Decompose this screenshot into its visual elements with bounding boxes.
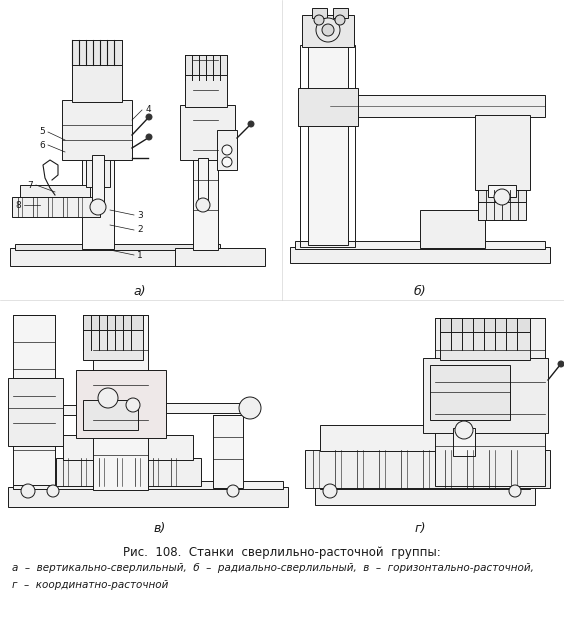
- Bar: [72, 40, 122, 102]
- Bar: [420, 210, 485, 248]
- Text: 6: 6: [39, 140, 45, 150]
- Bar: [13, 315, 55, 485]
- Bar: [175, 248, 265, 266]
- Bar: [333, 8, 348, 18]
- Circle shape: [126, 398, 140, 412]
- Bar: [305, 450, 550, 488]
- Bar: [76, 370, 166, 438]
- Bar: [20, 185, 90, 197]
- Bar: [315, 487, 535, 505]
- Circle shape: [196, 198, 210, 212]
- Circle shape: [90, 199, 106, 215]
- Bar: [453, 428, 475, 456]
- Text: 2: 2: [137, 226, 143, 234]
- Bar: [10, 248, 225, 266]
- Circle shape: [21, 484, 35, 498]
- Circle shape: [455, 421, 473, 439]
- Bar: [290, 247, 550, 263]
- Circle shape: [239, 397, 261, 419]
- Text: Рис.  108.  Станки  сверлильно-расточной  группы:: Рис. 108. Станки сверлильно-расточной гр…: [123, 546, 441, 559]
- Circle shape: [316, 18, 340, 42]
- Bar: [475, 115, 530, 190]
- Circle shape: [227, 485, 239, 497]
- Circle shape: [146, 114, 152, 120]
- Bar: [83, 400, 138, 430]
- Bar: [478, 190, 526, 202]
- Bar: [12, 197, 100, 217]
- Text: в): в): [154, 522, 166, 535]
- Bar: [82, 55, 114, 249]
- Bar: [193, 60, 218, 250]
- Circle shape: [222, 145, 232, 155]
- Bar: [63, 405, 93, 415]
- Bar: [302, 15, 354, 47]
- Bar: [92, 155, 104, 205]
- Text: г  –  координатно-расточной: г – координатно-расточной: [12, 580, 169, 590]
- Text: а  –  вертикально-сверлильный,  б  –  радиально-сверлильный,  в  –  горизонтальн: а – вертикально-сверлильный, б – радиаль…: [12, 563, 534, 573]
- Circle shape: [222, 157, 232, 167]
- Bar: [213, 415, 243, 488]
- Text: 7: 7: [27, 180, 33, 190]
- Circle shape: [322, 24, 334, 36]
- Bar: [430, 365, 510, 420]
- Circle shape: [314, 15, 324, 25]
- Circle shape: [558, 361, 564, 367]
- Circle shape: [323, 484, 337, 498]
- Bar: [185, 55, 227, 107]
- Text: б): б): [413, 285, 426, 298]
- Bar: [488, 185, 516, 197]
- Circle shape: [494, 189, 510, 205]
- Bar: [185, 55, 227, 75]
- Bar: [435, 318, 545, 486]
- Bar: [298, 88, 358, 126]
- Bar: [440, 318, 530, 332]
- Bar: [295, 241, 545, 249]
- Bar: [56, 458, 201, 486]
- Text: 1: 1: [137, 250, 143, 260]
- Bar: [478, 190, 526, 220]
- Bar: [83, 315, 143, 330]
- Text: г): г): [414, 522, 426, 535]
- Circle shape: [335, 15, 345, 25]
- Bar: [198, 158, 208, 203]
- Bar: [72, 40, 122, 65]
- Bar: [320, 481, 530, 489]
- Bar: [180, 105, 235, 160]
- Bar: [166, 403, 246, 413]
- Bar: [423, 358, 548, 433]
- Bar: [330, 95, 545, 117]
- Text: 8: 8: [15, 200, 21, 210]
- Bar: [8, 487, 288, 507]
- Bar: [13, 481, 283, 489]
- Bar: [83, 315, 143, 360]
- Bar: [93, 315, 148, 490]
- Circle shape: [47, 485, 59, 497]
- Circle shape: [146, 134, 152, 140]
- Text: 4: 4: [145, 106, 151, 114]
- Bar: [312, 8, 327, 18]
- Bar: [63, 435, 193, 460]
- Circle shape: [248, 121, 254, 127]
- Bar: [15, 244, 220, 250]
- Circle shape: [509, 485, 521, 497]
- Bar: [8, 378, 63, 446]
- Bar: [217, 130, 237, 170]
- Bar: [86, 155, 110, 187]
- Text: 5: 5: [39, 127, 45, 137]
- Bar: [308, 45, 348, 245]
- Bar: [62, 100, 132, 160]
- Bar: [440, 318, 530, 360]
- Text: а): а): [134, 285, 146, 298]
- Bar: [300, 45, 355, 247]
- Text: 3: 3: [137, 211, 143, 219]
- Circle shape: [98, 388, 118, 408]
- Bar: [320, 425, 535, 451]
